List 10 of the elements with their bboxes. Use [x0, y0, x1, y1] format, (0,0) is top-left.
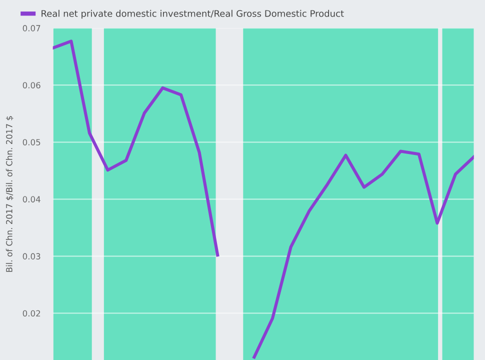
legend-label: Real net private domestic investment/Real Gross Domestic Product [42, 10, 344, 19]
y-axis-title: Bil. of Chn. 2017 $/Bil. of Chn. 2017 $ [6, 116, 14, 272]
line-series [252, 150, 474, 359]
line-series [52, 40, 220, 257]
y-tick-label: 0.06 [22, 82, 40, 88]
y-tick-label: 0.02 [22, 310, 40, 317]
y-tick-label: 0.05 [22, 139, 40, 146]
y-tick-label: 0.04 [22, 196, 40, 202]
y-tick-label: 0.03 [22, 253, 40, 260]
y-tick-label: 0.07 [22, 25, 40, 32]
